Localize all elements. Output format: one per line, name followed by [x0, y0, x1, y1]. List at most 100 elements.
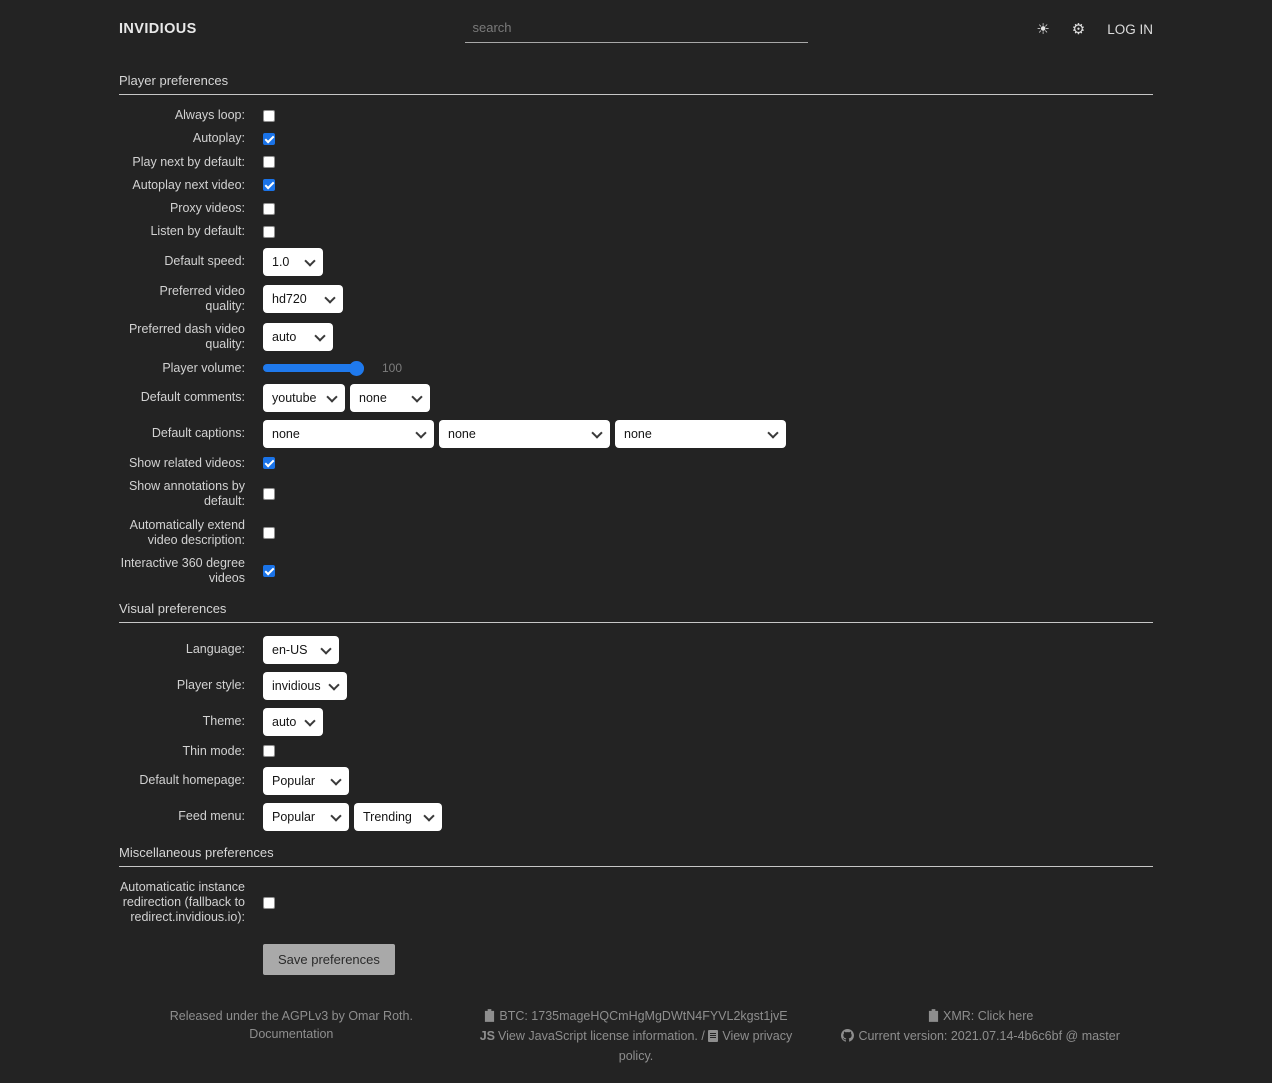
footer-separator: / [697, 1028, 709, 1043]
preferences-page: INVIDIOUS ☀ ⚙ LOG IN Player preferences … [119, 0, 1153, 1083]
released-by-text: by [328, 1008, 349, 1023]
clipboard-icon [484, 1008, 495, 1027]
auto-redirect-checkbox[interactable] [263, 896, 275, 909]
video-quality-select[interactable]: hd720 [263, 284, 343, 313]
default-captions-label: Default captions: [151, 426, 245, 441]
360-videos-checkbox[interactable] [263, 565, 275, 578]
listen-default-checkbox[interactable] [263, 225, 275, 238]
miscellaneous-preferences-heading: Miscellaneous preferences [119, 845, 1153, 867]
comments-first-select[interactable]: youtube [263, 383, 345, 412]
pref-row-proxy-videos: Proxy videos: [119, 201, 1153, 216]
feed-menu-second-select[interactable]: Trending [354, 802, 442, 831]
released-text: Released under the [169, 1008, 282, 1023]
save-row: Save preferences [119, 943, 1153, 975]
btc-address[interactable]: BTC: 1735mageHQCmHgMgDWtN4FYVL2kgst1jvE [499, 1008, 788, 1023]
pref-row-extend-description: Automatically extend video description: [119, 518, 1153, 549]
released-suffix: . [409, 1008, 413, 1023]
dash-quality-label: Preferred dash video quality: [128, 322, 245, 352]
proxy-videos-checkbox[interactable] [263, 202, 275, 215]
related-videos-checkbox[interactable] [263, 457, 275, 470]
current-version-link[interactable]: Current version: 2021.07.14-4b6c6bf @ ma… [858, 1028, 1120, 1043]
captions-second-select-wrap: none [439, 419, 610, 448]
autoplay-checkbox[interactable] [263, 132, 275, 145]
comments-first-select-wrap: youtube [263, 383, 345, 412]
footer-version-column: XMR: Click here Current version: 2021.07… [808, 1007, 1153, 1065]
player-style-label: Player style: [176, 677, 245, 692]
pref-row-listen-default: Listen by default: [119, 224, 1153, 239]
comments-second-select[interactable]: none [350, 383, 430, 412]
annotations-label: Show annotations by default: [128, 479, 245, 509]
pref-row-feed-menu: Feed menu: Popular Trending [119, 802, 1153, 831]
autoplay-label: Autoplay: [192, 131, 245, 146]
language-label: Language: [185, 641, 245, 656]
pref-row-player-style: Player style: invidious [119, 671, 1153, 700]
footer-donate-column: BTC: 1735mageHQCmHgMgDWtN4FYVL2kgst1jvE … [464, 1007, 809, 1065]
theme-toggle-sun-icon[interactable]: ☀ [1036, 20, 1050, 38]
player-style-select[interactable]: invidious [263, 671, 347, 700]
captions-first-select[interactable]: none [263, 419, 434, 448]
search-input[interactable] [464, 15, 808, 43]
extend-description-checkbox[interactable] [263, 526, 275, 539]
captions-third-select-wrap: none [615, 419, 786, 448]
comments-second-select-wrap: none [350, 383, 430, 412]
save-preferences-button[interactable]: Save preferences [263, 943, 395, 975]
pref-row-default-homepage: Default homepage: Popular [119, 766, 1153, 795]
captions-first-select-wrap: none [263, 419, 434, 448]
default-homepage-label: Default homepage: [139, 773, 245, 788]
feed-menu-second-select-wrap: Trending [354, 802, 442, 831]
video-quality-label: Preferred video quality: [159, 283, 245, 313]
player-volume-slider[interactable] [263, 364, 364, 373]
js-license-link[interactable]: View JavaScript license information. [498, 1028, 698, 1043]
pref-row-video-quality: Preferred video quality: hd720 [119, 284, 1153, 315]
pref-row-annotations: Show annotations by default: [119, 479, 1153, 510]
always-loop-label: Always loop: [174, 108, 245, 122]
pref-row-default-speed: Default speed: 1.0 [119, 247, 1153, 276]
extend-description-label: Automatically extend video description: [129, 517, 245, 547]
player-volume-label: Player volume: [162, 360, 245, 375]
thin-mode-checkbox[interactable] [263, 745, 275, 758]
preferences-gear-icon[interactable]: ⚙ [1071, 20, 1086, 38]
pref-row-language: Language: en-US [119, 635, 1153, 664]
pref-row-360-videos: Interactive 360 degree videos [119, 556, 1153, 587]
omar-roth-link[interactable]: Omar Roth [348, 1008, 410, 1023]
feed-menu-first-select[interactable]: Popular [263, 802, 349, 831]
autoplay-next-checkbox[interactable] [263, 179, 275, 192]
default-speed-select[interactable]: 1.0 [263, 247, 323, 276]
default-speed-select-wrap: 1.0 [263, 247, 323, 276]
captions-third-select[interactable]: none [615, 419, 786, 448]
pref-row-default-captions: Default captions: none none none [119, 419, 1153, 448]
default-homepage-select[interactable]: Popular [263, 766, 349, 795]
annotations-checkbox[interactable] [263, 488, 275, 501]
pref-row-default-comments: Default comments: youtube none [119, 383, 1153, 412]
play-next-label: Play next by default: [132, 154, 245, 169]
page-footer: Released under the AGPLv3 by Omar Roth. … [119, 1007, 1153, 1083]
play-next-checkbox[interactable] [263, 156, 275, 169]
pref-row-player-volume: Player volume: 100 [119, 361, 1153, 376]
agplv3-link[interactable]: AGPLv3 [281, 1008, 329, 1023]
pref-row-play-next: Play next by default: [119, 155, 1153, 170]
theme-select[interactable]: auto [263, 707, 323, 736]
theme-select-wrap: auto [263, 707, 323, 736]
player-style-select-wrap: invidious [263, 671, 347, 700]
default-comments-label: Default comments: [140, 390, 245, 405]
captions-second-select[interactable]: none [439, 419, 610, 448]
360-videos-label: Interactive 360 degree videos [120, 556, 245, 586]
default-speed-label: Default speed: [164, 253, 245, 268]
theme-label: Theme: [202, 713, 245, 728]
feed-menu-label: Feed menu: [178, 809, 245, 824]
dash-quality-select[interactable]: auto [263, 323, 333, 352]
pref-row-autoplay: Autoplay: [119, 131, 1153, 146]
feed-menu-first-select-wrap: Popular [263, 802, 349, 831]
pref-row-related-videos: Show related videos: [119, 456, 1153, 471]
log-in-link[interactable]: LOG IN [1107, 21, 1153, 37]
always-loop-checkbox[interactable] [263, 109, 275, 122]
xmr-click-here-link[interactable]: Click here [977, 1008, 1034, 1023]
clipboard-icon [928, 1008, 939, 1027]
preferences-form: Player preferences Always loop: Autoplay… [119, 73, 1153, 975]
github-icon [841, 1028, 855, 1047]
documentation-link[interactable]: Documentation [249, 1026, 334, 1041]
language-select[interactable]: en-US [263, 635, 339, 664]
invidious-logo[interactable]: INVIDIOUS [119, 21, 197, 37]
pref-row-theme: Theme: auto [119, 707, 1153, 736]
related-videos-label: Show related videos: [128, 455, 245, 470]
